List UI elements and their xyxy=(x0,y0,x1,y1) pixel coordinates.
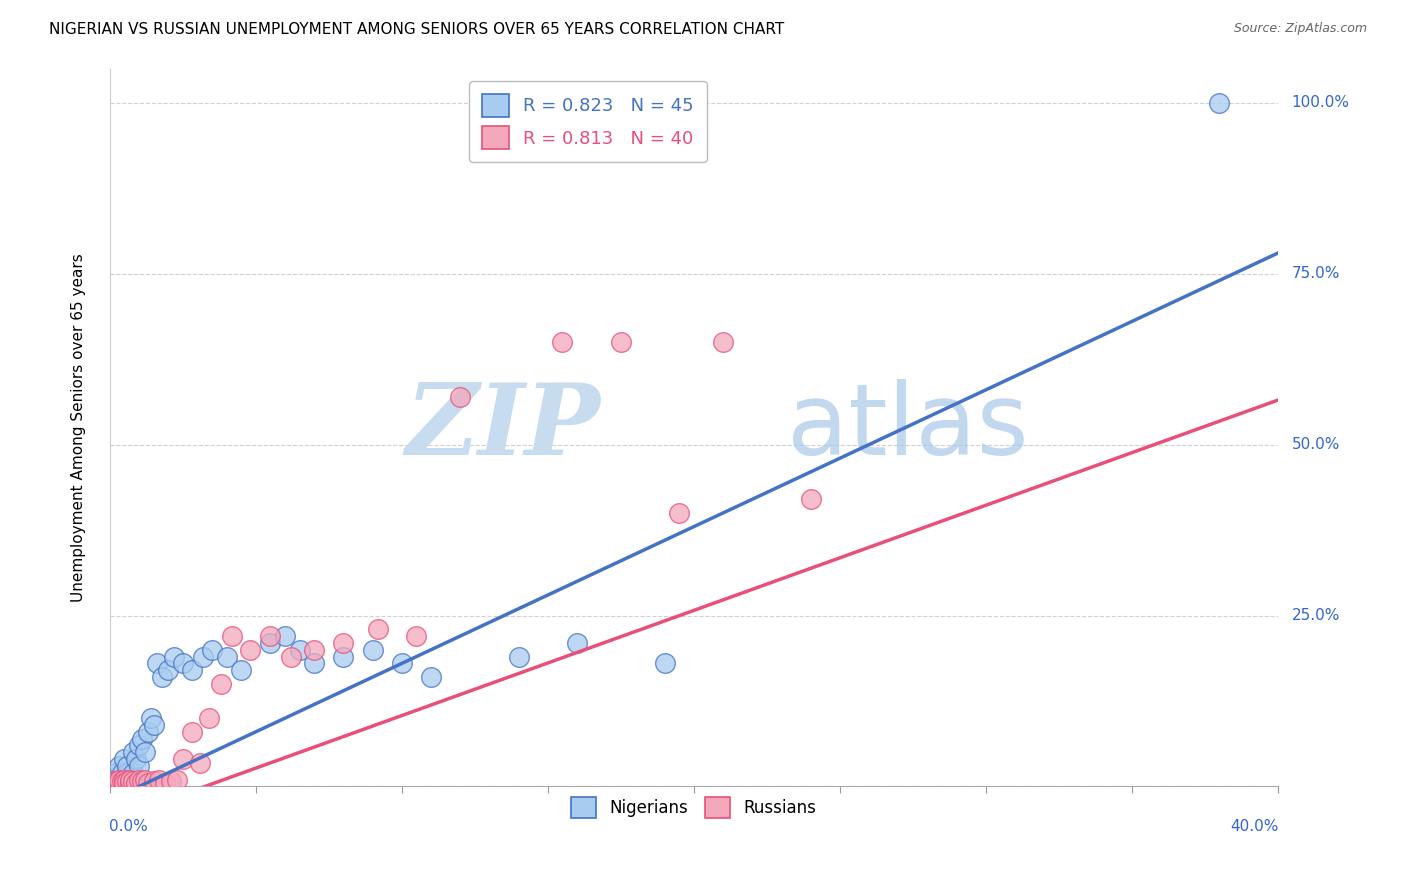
Point xyxy=(172,657,194,671)
Point xyxy=(120,772,142,787)
Point xyxy=(145,657,167,671)
Point xyxy=(125,776,148,790)
Point xyxy=(117,774,139,789)
Point xyxy=(107,772,129,787)
Point xyxy=(107,772,129,787)
Point xyxy=(120,776,142,790)
Point xyxy=(128,772,150,787)
Point xyxy=(221,629,243,643)
Point xyxy=(302,642,325,657)
Point xyxy=(508,649,530,664)
Point xyxy=(565,636,588,650)
Point xyxy=(1208,95,1230,110)
Point xyxy=(114,752,136,766)
Point xyxy=(209,677,232,691)
Point xyxy=(131,774,153,789)
Point xyxy=(420,670,443,684)
Point xyxy=(239,642,262,657)
Point xyxy=(288,642,311,657)
Point xyxy=(172,752,194,766)
Point xyxy=(136,776,159,790)
Text: Source: ZipAtlas.com: Source: ZipAtlas.com xyxy=(1233,22,1367,36)
Point xyxy=(231,663,253,677)
Point xyxy=(160,774,183,789)
Point xyxy=(110,765,132,780)
Text: 25.0%: 25.0% xyxy=(1292,608,1340,623)
Point xyxy=(367,622,389,636)
Point xyxy=(134,772,156,787)
Point xyxy=(166,772,188,787)
Point xyxy=(332,649,354,664)
Point xyxy=(155,776,177,790)
Point xyxy=(114,774,136,789)
Point xyxy=(122,745,145,759)
Text: 100.0%: 100.0% xyxy=(1292,95,1350,111)
Text: 50.0%: 50.0% xyxy=(1292,437,1340,452)
Point xyxy=(405,629,427,643)
Point xyxy=(302,657,325,671)
Y-axis label: Unemployment Among Seniors over 65 years: Unemployment Among Seniors over 65 years xyxy=(72,253,86,602)
Legend: Nigerians, Russians: Nigerians, Russians xyxy=(561,787,827,829)
Point xyxy=(142,718,165,732)
Point xyxy=(190,756,212,770)
Point xyxy=(122,774,145,789)
Point xyxy=(152,670,174,684)
Point xyxy=(101,776,124,790)
Point xyxy=(259,636,281,650)
Point xyxy=(131,731,153,746)
Point xyxy=(117,759,139,773)
Text: 40.0%: 40.0% xyxy=(1230,819,1279,834)
Point xyxy=(110,774,132,789)
Point xyxy=(193,649,215,664)
Point xyxy=(101,776,124,790)
Point xyxy=(120,776,142,790)
Point xyxy=(122,765,145,780)
Point xyxy=(711,334,734,349)
Text: atlas: atlas xyxy=(787,379,1029,476)
Point xyxy=(117,765,139,780)
Point xyxy=(134,745,156,759)
Point xyxy=(125,752,148,766)
Point xyxy=(163,649,186,664)
Point xyxy=(104,765,127,780)
Point xyxy=(180,663,202,677)
Point xyxy=(157,663,180,677)
Point xyxy=(800,492,823,507)
Point xyxy=(449,390,471,404)
Point xyxy=(128,759,150,773)
Point xyxy=(107,759,129,773)
Point xyxy=(139,711,162,725)
Point xyxy=(361,642,384,657)
Point xyxy=(280,649,302,664)
Point xyxy=(107,776,129,790)
Point xyxy=(551,334,574,349)
Point xyxy=(610,334,633,349)
Point xyxy=(142,774,165,789)
Text: ZIP: ZIP xyxy=(405,379,600,475)
Point xyxy=(104,772,127,787)
Point xyxy=(180,724,202,739)
Point xyxy=(148,772,170,787)
Point xyxy=(114,772,136,787)
Point xyxy=(104,774,127,789)
Point xyxy=(391,657,413,671)
Text: NIGERIAN VS RUSSIAN UNEMPLOYMENT AMONG SENIORS OVER 65 YEARS CORRELATION CHART: NIGERIAN VS RUSSIAN UNEMPLOYMENT AMONG S… xyxy=(49,22,785,37)
Text: 75.0%: 75.0% xyxy=(1292,266,1340,281)
Point xyxy=(136,724,159,739)
Point xyxy=(332,636,354,650)
Point xyxy=(215,649,238,664)
Point xyxy=(198,711,221,725)
Point xyxy=(654,657,676,671)
Point xyxy=(110,772,132,787)
Point xyxy=(274,629,297,643)
Point xyxy=(128,739,150,753)
Point xyxy=(201,642,224,657)
Point xyxy=(120,772,142,787)
Text: 0.0%: 0.0% xyxy=(108,819,148,834)
Point xyxy=(259,629,281,643)
Point xyxy=(668,506,690,520)
Point xyxy=(114,776,136,790)
